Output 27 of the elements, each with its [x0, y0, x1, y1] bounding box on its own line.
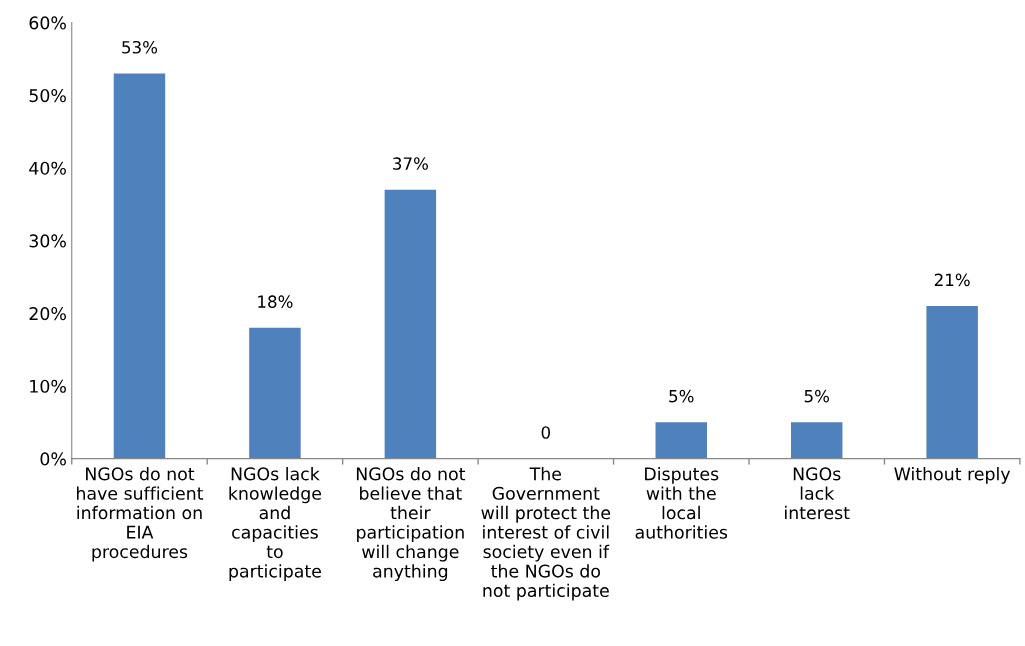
data-label: 21%: [934, 273, 970, 287]
x-tick-label: NGOs lack interest: [785, 467, 850, 520]
bar: [790, 422, 843, 459]
y-tick-label: 10%: [30, 379, 66, 393]
x-tick-label: NGOs do not have sufficient information on EIA procedures: [77, 466, 204, 562]
x-tick-label: The Government will protect the interest of civil society even if the NGOs do not participate: [481, 466, 611, 601]
data-label: 18%: [258, 295, 293, 308]
data-label: 0: [541, 426, 551, 439]
data-label: 5%: [804, 389, 830, 403]
bar: [249, 327, 301, 459]
y-tick-label: 20%: [29, 307, 66, 321]
x-tick-label: NGOs lack knowledge and capacities to participate: [229, 466, 322, 581]
y-tick-label: 0%: [40, 452, 66, 466]
y-tick-label: 60%: [29, 16, 66, 30]
data-label: 37%: [393, 157, 428, 170]
y-tick-label: 30%: [29, 234, 66, 248]
x-tick-label: NGOs do not believe that their participation will change anything: [356, 466, 466, 581]
bar: [113, 73, 166, 459]
bar: [384, 189, 437, 459]
data-label: 5%: [669, 389, 694, 403]
data-label: 53%: [122, 40, 158, 54]
x-tick-label: Without reply: [894, 466, 1011, 484]
y-tick-label: 40%: [29, 161, 66, 175]
bar: [655, 422, 707, 459]
x-tick-label: Disputes with the local authorities: [635, 466, 728, 539]
y-tick-label: 50%: [29, 89, 66, 103]
bar: [926, 306, 978, 459]
